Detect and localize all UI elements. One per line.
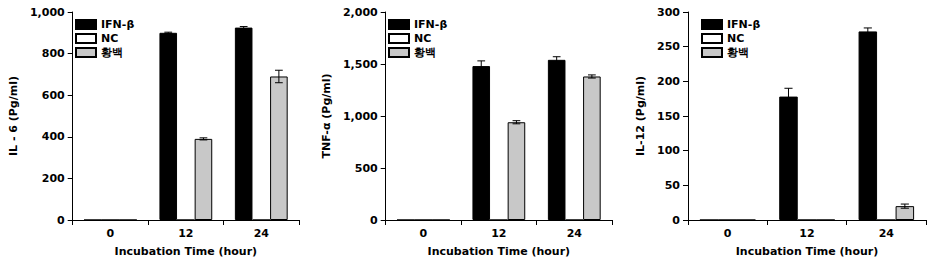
svg-text:12: 12 — [799, 227, 814, 240]
svg-text:200: 200 — [42, 172, 65, 185]
svg-text:0: 0 — [370, 214, 378, 227]
svg-text:200: 200 — [657, 75, 680, 88]
svg-text:황백: 황백 — [101, 46, 123, 59]
svg-text:0: 0 — [107, 227, 115, 240]
svg-text:TNF-α (Pg/ml): TNF-α (Pg/ml) — [320, 73, 333, 158]
svg-text:2,000: 2,000 — [343, 6, 378, 19]
svg-text:300: 300 — [657, 6, 680, 19]
svg-text:Incubation Time (hour): Incubation Time (hour) — [115, 245, 258, 258]
svg-text:NC: NC — [101, 32, 118, 45]
svg-text:0: 0 — [420, 227, 428, 240]
svg-text:24: 24 — [254, 227, 270, 240]
svg-text:500: 500 — [355, 162, 378, 175]
svg-text:IL-12 (Pg/ml): IL-12 (Pg/ml) — [634, 76, 647, 156]
svg-text:IFN-β: IFN-β — [414, 18, 447, 31]
svg-text:250: 250 — [657, 40, 680, 53]
svg-text:24: 24 — [879, 227, 895, 240]
svg-text:50: 50 — [665, 179, 681, 192]
svg-text:0: 0 — [57, 214, 65, 227]
svg-text:NC: NC — [727, 32, 744, 45]
svg-text:0: 0 — [672, 214, 680, 227]
svg-text:0: 0 — [724, 227, 732, 240]
svg-text:12: 12 — [491, 227, 506, 240]
svg-text:IFN-β: IFN-β — [101, 18, 134, 31]
svg-text:1,000: 1,000 — [343, 110, 378, 123]
svg-text:황백: 황백 — [414, 46, 436, 59]
svg-text:800: 800 — [42, 47, 65, 60]
svg-text:150: 150 — [657, 110, 680, 123]
svg-text:100: 100 — [657, 144, 680, 157]
svg-text:Incubation Time (hour): Incubation Time (hour) — [428, 245, 571, 258]
svg-text:400: 400 — [42, 130, 65, 143]
svg-text:24: 24 — [567, 227, 583, 240]
svg-text:12: 12 — [178, 227, 193, 240]
svg-text:IL - 6 (Pg/ml): IL - 6 (Pg/ml) — [7, 76, 20, 156]
svg-text:Incubation Time (hour): Incubation Time (hour) — [736, 245, 879, 258]
svg-text:600: 600 — [42, 89, 65, 102]
svg-text:황백: 황백 — [727, 46, 749, 59]
svg-text:1,500: 1,500 — [343, 58, 378, 71]
svg-text:IFN-β: IFN-β — [727, 18, 760, 31]
svg-text:1,000: 1,000 — [30, 6, 65, 19]
svg-text:NC: NC — [414, 32, 431, 45]
